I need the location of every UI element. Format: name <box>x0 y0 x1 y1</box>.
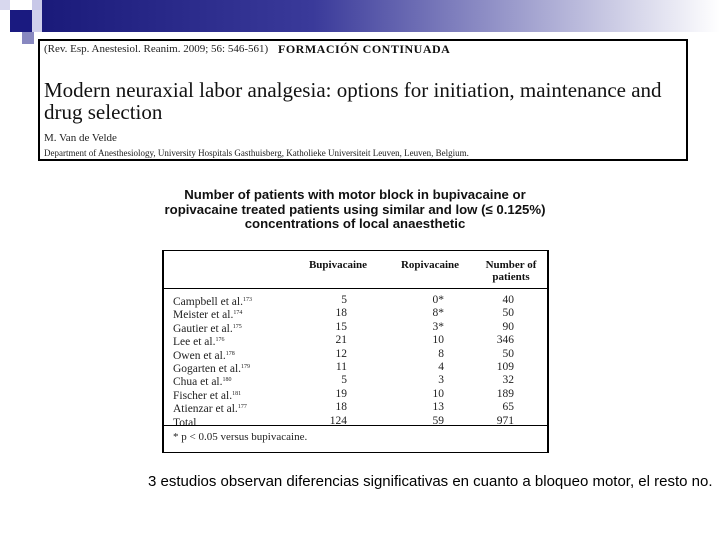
table-row: Campbell et al.173 5 0* 40 <box>164 294 547 309</box>
patients-cell: 189 <box>496 387 514 400</box>
study-name: Total <box>173 416 197 429</box>
paper-header: (Rev. Esp. Anestesiol. Reanim. 2009; 56:… <box>38 39 688 161</box>
study-name: Fischer et al. <box>173 389 233 402</box>
bupivacaine-cell: 12 <box>335 347 348 360</box>
bupivacaine-cell: 5 <box>341 294 347 306</box>
table-row: Owen et al.178 12 8 50 <box>164 347 547 363</box>
bupivacaine-cell: 18 <box>335 401 348 414</box>
table-title: Number of patients with motor block in b… <box>164 187 546 231</box>
study-cell: Chua et al.180 <box>173 374 232 389</box>
header-number-of-patients: Number of patients <box>485 259 537 283</box>
title-bar-gradient <box>42 0 720 32</box>
bupivacaine-cell: 18 <box>335 307 348 320</box>
ropivacaine-cell: 3* <box>432 320 445 333</box>
reference-number: 177 <box>237 404 247 411</box>
study-name: Campbell et al. <box>173 296 243 308</box>
decor-square <box>10 10 32 32</box>
ropivacaine-cell: 4 <box>438 361 444 373</box>
reference-number: 174 <box>233 310 243 317</box>
footnote: * p < 0.05 versus bupivacaine. <box>173 431 308 443</box>
patients-cell: 32 <box>502 374 515 387</box>
ropivacaine-cell: 8* <box>432 307 445 320</box>
ropivacaine-cell: 10 <box>432 334 445 347</box>
divider <box>164 288 547 289</box>
patients-cell: 971 <box>496 414 514 427</box>
study-cell: Campbell et al.173 <box>173 294 252 309</box>
bupivacaine-cell: 11 <box>335 361 347 373</box>
study-cell: Total <box>173 415 196 430</box>
ropivacaine-cell: 3 <box>438 374 444 387</box>
table-row: Chua et al.180 5 3 32 <box>164 374 547 389</box>
author: M. Van de Velde <box>44 132 117 144</box>
bupivacaine-cell: 124 <box>329 414 347 427</box>
study-cell: Meister et al.174 <box>173 307 242 322</box>
data-table: Bupivacaine Ropivacaine Number of patien… <box>162 250 549 453</box>
table-row: Fischer et al.181 19 10 189 <box>164 387 547 403</box>
header-ropivacaine: Ropivacaine <box>400 259 460 271</box>
section-label: FORMACIÓN CONTINUADA <box>278 42 451 56</box>
bupivacaine-cell: 15 <box>335 320 348 333</box>
patients-cell: 65 <box>502 401 515 414</box>
ropivacaine-cell: 8 <box>438 347 444 360</box>
slide-caption: 3 estudios observan diferencias signific… <box>148 473 713 490</box>
table-row: Gautier et al.175 15 3* 90 <box>164 320 547 336</box>
ropivacaine-cell: 0* <box>432 294 445 306</box>
bupivacaine-cell: 21 <box>335 334 348 347</box>
reference-number: 181 <box>232 390 242 397</box>
ropivacaine-cell: 59 <box>432 414 445 427</box>
study-cell: Lee et al.176 <box>173 334 224 349</box>
reference-number: 176 <box>215 337 225 344</box>
reference-number: 175 <box>232 323 242 330</box>
patients-cell: 346 <box>496 334 514 347</box>
table-row: Meister et al.174 18 8* 50 <box>164 307 547 322</box>
department: Department of Anesthesiology, University… <box>44 148 469 158</box>
study-name: Gogarten et al. <box>173 363 242 375</box>
paper-title: Modern neuraxial labor analgesia: option… <box>44 78 662 124</box>
patients-cell: 40 <box>502 294 515 306</box>
study-name: Gautier et al. <box>173 322 233 335</box>
study-name: Owen et al. <box>173 349 226 362</box>
patients-cell: 109 <box>496 361 514 373</box>
divider <box>164 425 547 426</box>
patients-cell: 50 <box>502 307 515 320</box>
study-cell: Owen et al.178 <box>173 348 235 363</box>
ropivacaine-cell: 10 <box>432 387 445 400</box>
patients-cell: 50 <box>502 347 515 360</box>
bupivacaine-cell: 19 <box>335 387 348 400</box>
table-row: Gogarten et al.179 11 4 109 <box>164 361 547 376</box>
decor-square <box>22 32 34 44</box>
reference-number: 178 <box>225 350 235 357</box>
reference-number: 180 <box>222 377 232 384</box>
bupivacaine-cell: 5 <box>341 374 347 387</box>
reference-number: 173 <box>242 297 252 303</box>
study-cell: Gogarten et al.179 <box>173 361 250 376</box>
decor-square <box>0 0 10 10</box>
study-name: Atienzar et al. <box>173 403 238 416</box>
study-name: Meister et al. <box>173 309 234 322</box>
header-bupivacaine: Bupivacaine <box>308 259 368 271</box>
patients-cell: 90 <box>502 320 515 333</box>
reference-number: 179 <box>241 364 251 370</box>
study-cell: Fischer et al.181 <box>173 388 241 403</box>
study-name: Lee et al. <box>173 336 216 349</box>
citation: (Rev. Esp. Anestesiol. Reanim. 2009; 56:… <box>44 43 269 55</box>
decor-square <box>32 10 44 32</box>
table-row: Atienzar et al.177 18 13 65 <box>164 401 547 416</box>
table-row: Lee et al.176 21 10 346 <box>164 334 547 349</box>
study-name: Chua et al. <box>173 376 223 389</box>
ropivacaine-cell: 13 <box>432 401 445 414</box>
study-cell: Gautier et al.175 <box>173 321 242 336</box>
study-cell: Atienzar et al.177 <box>173 401 247 416</box>
